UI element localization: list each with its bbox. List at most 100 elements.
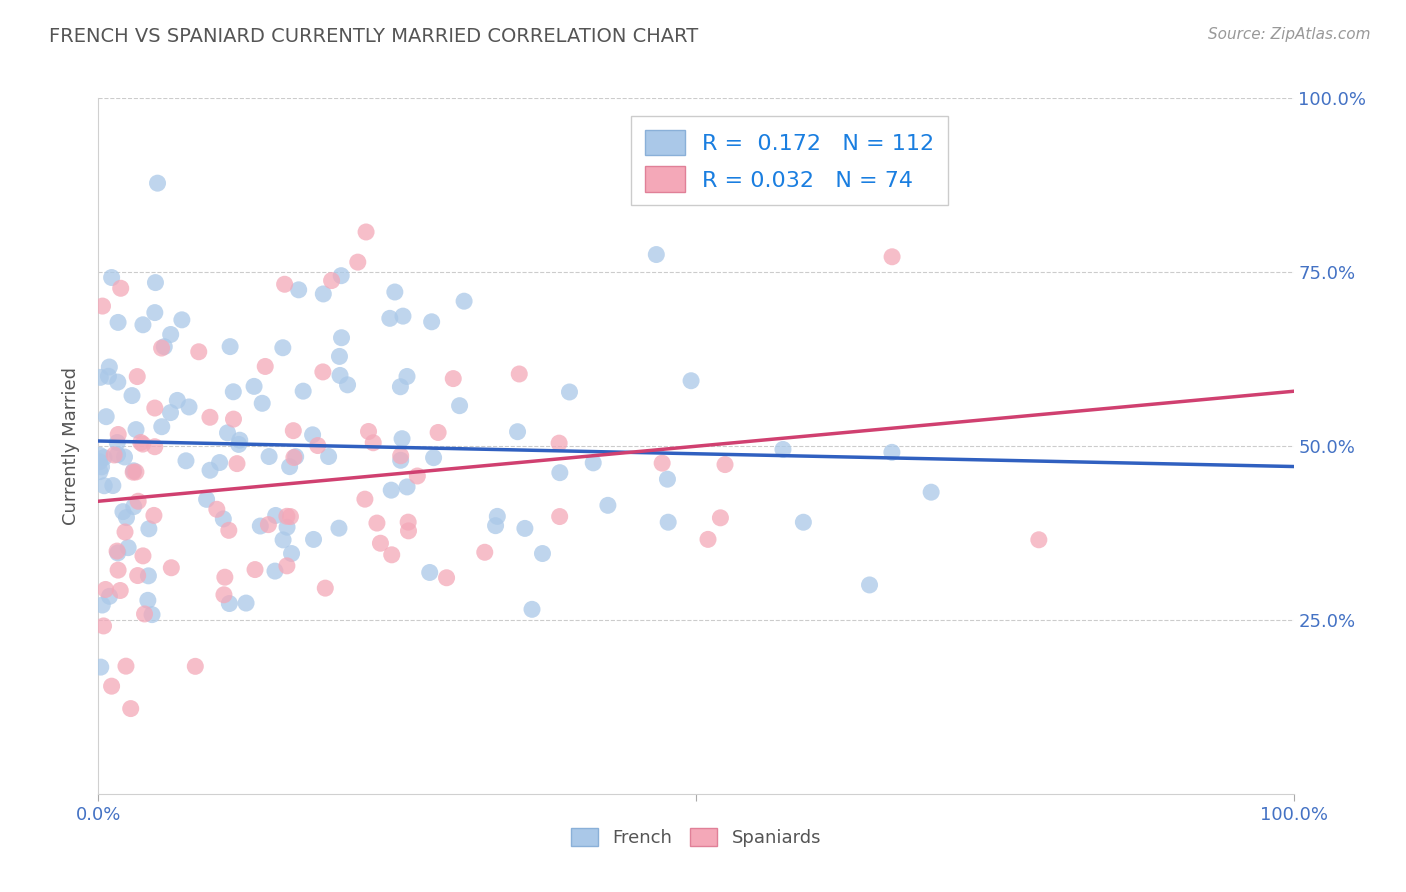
Point xyxy=(229,434,252,448)
Point xyxy=(146,176,169,190)
Point xyxy=(142,508,165,523)
Point xyxy=(93,479,115,493)
Point xyxy=(127,568,149,582)
Point xyxy=(107,546,129,560)
Point xyxy=(280,509,302,524)
Point xyxy=(115,510,138,524)
Point xyxy=(920,485,942,500)
Point xyxy=(596,499,619,513)
Point xyxy=(422,450,444,465)
Point xyxy=(96,409,118,424)
Point xyxy=(93,619,115,633)
Point xyxy=(101,478,124,492)
Point xyxy=(145,276,167,290)
Point xyxy=(170,313,193,327)
Point xyxy=(381,548,404,562)
Point xyxy=(392,309,415,323)
Point xyxy=(273,277,295,292)
Point xyxy=(330,268,353,283)
Point xyxy=(141,607,163,622)
Point xyxy=(513,521,536,535)
Point xyxy=(249,519,271,533)
Point xyxy=(283,450,305,465)
Point xyxy=(271,533,294,547)
Point xyxy=(218,524,240,538)
Text: FRENCH VS SPANIARD CURRENTLY MARRIED CORRELATION CHART: FRENCH VS SPANIARD CURRENTLY MARRIED COR… xyxy=(49,27,699,45)
Point xyxy=(792,515,814,529)
Point xyxy=(103,448,125,462)
Point xyxy=(100,270,122,285)
Point xyxy=(772,442,794,457)
Point xyxy=(366,516,388,530)
Point xyxy=(280,547,302,561)
Point xyxy=(697,533,720,547)
Point xyxy=(132,437,155,451)
Point xyxy=(121,388,143,402)
Point xyxy=(395,369,418,384)
Point xyxy=(184,659,207,673)
Point xyxy=(531,547,554,561)
Point xyxy=(243,563,266,577)
Point xyxy=(166,393,188,408)
Point xyxy=(436,571,458,585)
Point xyxy=(214,570,236,584)
Point xyxy=(122,500,145,514)
Point xyxy=(159,406,181,420)
Point xyxy=(114,450,136,464)
Point xyxy=(226,457,249,471)
Point xyxy=(177,400,200,414)
Point xyxy=(396,515,419,529)
Point xyxy=(357,425,380,439)
Point xyxy=(127,494,149,508)
Point xyxy=(301,427,323,442)
Point xyxy=(129,435,152,450)
Point xyxy=(264,564,287,578)
Point xyxy=(389,380,412,394)
Point xyxy=(406,469,429,483)
Point xyxy=(254,359,277,374)
Point xyxy=(484,518,506,533)
Point xyxy=(548,466,571,480)
Point xyxy=(174,454,197,468)
Point xyxy=(284,450,307,464)
Point xyxy=(329,368,352,383)
Point xyxy=(257,450,280,464)
Point xyxy=(312,287,335,301)
Point xyxy=(228,437,250,451)
Point xyxy=(361,435,384,450)
Point xyxy=(880,250,903,264)
Point xyxy=(222,384,245,399)
Point xyxy=(283,424,305,438)
Point xyxy=(198,410,221,425)
Point xyxy=(378,311,401,326)
Point xyxy=(134,607,156,621)
Point xyxy=(508,367,530,381)
Point xyxy=(558,384,581,399)
Point xyxy=(441,371,464,385)
Point xyxy=(160,561,183,575)
Point xyxy=(1028,533,1050,547)
Point xyxy=(150,419,173,434)
Point xyxy=(138,522,160,536)
Point xyxy=(420,315,443,329)
Point xyxy=(212,588,235,602)
Point xyxy=(195,492,218,507)
Point xyxy=(117,541,139,555)
Point xyxy=(314,581,336,595)
Point xyxy=(208,456,231,470)
Point xyxy=(391,432,413,446)
Point xyxy=(548,509,571,524)
Point xyxy=(858,578,880,592)
Point xyxy=(709,511,731,525)
Point xyxy=(107,427,129,442)
Point xyxy=(645,247,668,261)
Point xyxy=(292,384,315,399)
Point xyxy=(389,453,412,467)
Point xyxy=(100,679,122,693)
Point xyxy=(98,359,121,374)
Point xyxy=(219,340,242,354)
Point xyxy=(235,596,257,610)
Point xyxy=(89,455,111,469)
Point xyxy=(218,597,240,611)
Point xyxy=(880,445,903,459)
